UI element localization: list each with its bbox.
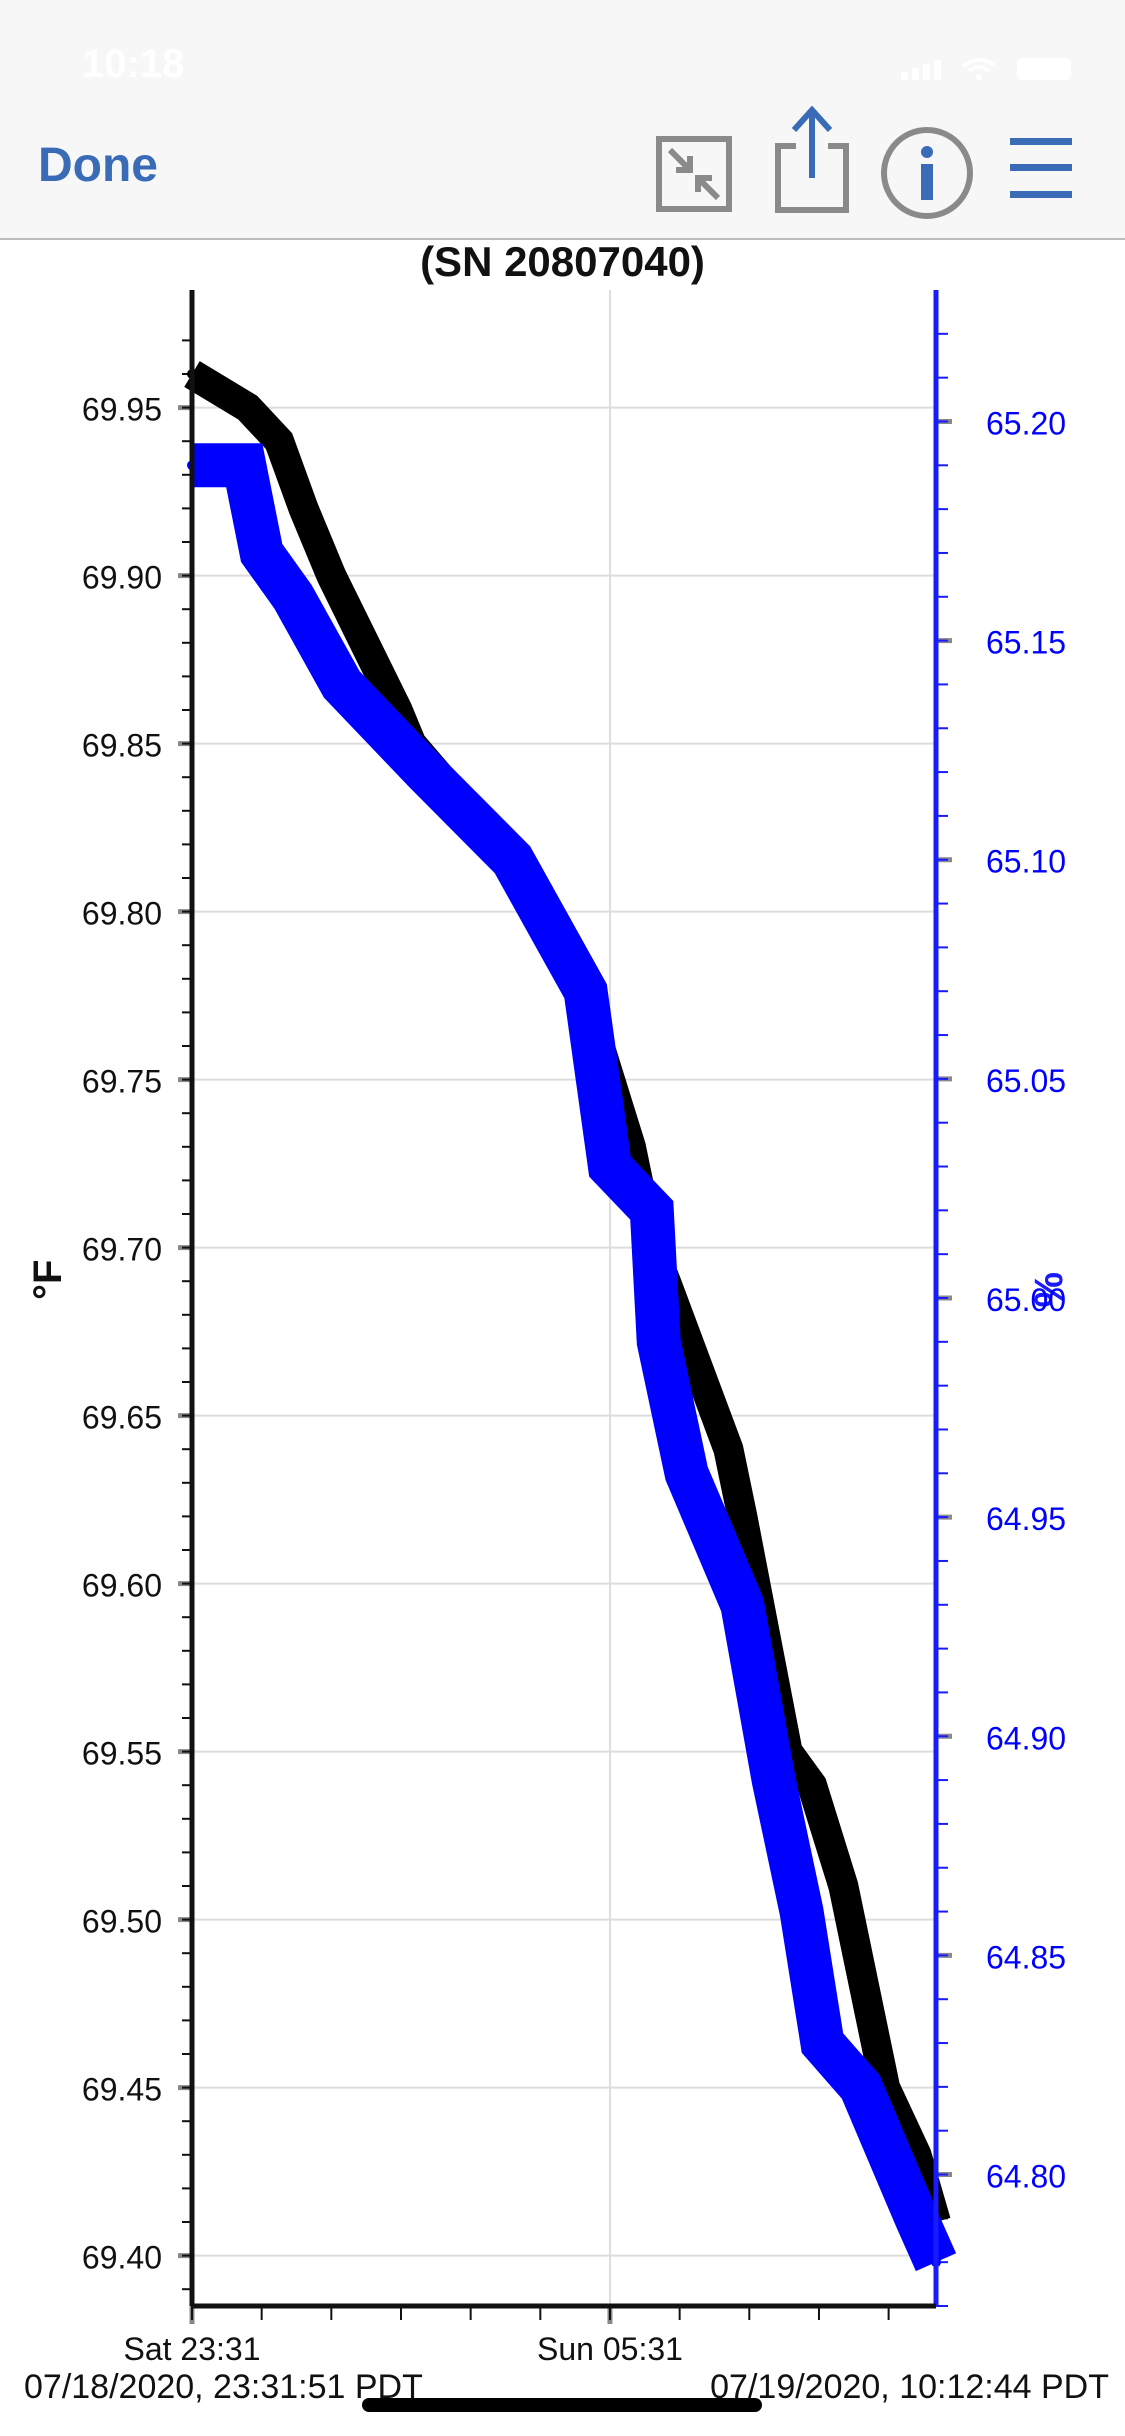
collapse-icon[interactable] [656, 136, 732, 212]
data-point [580, 986, 591, 997]
data-point [406, 738, 417, 749]
left-axis-label: °F [26, 1259, 70, 1300]
left-tick-label: 69.75 [82, 1064, 162, 1100]
chart-title: (SN 20807040) [420, 238, 705, 285]
data-point [646, 1205, 657, 1216]
series-band-temperature [184, 361, 951, 2227]
data-point [420, 767, 431, 778]
right-tick-label: 65.15 [986, 625, 1066, 661]
right-tick-label: 64.85 [986, 1939, 1066, 1975]
data-point [911, 2213, 922, 2224]
status-icons [901, 58, 1071, 80]
left-tick-label: 69.60 [82, 1568, 162, 1604]
left-tick-label: 69.65 [82, 1400, 162, 1436]
home-indicator[interactable] [362, 2398, 762, 2412]
data-point [326, 570, 337, 581]
data-point [737, 1511, 748, 1522]
left-tick-label: 69.90 [82, 560, 162, 596]
left-tick-label: 69.50 [82, 1904, 162, 1940]
end-timestamp: 07/19/2020, 10:12:44 PDT [710, 2368, 1109, 2406]
data-point [817, 2038, 828, 2049]
wifi-icon [961, 58, 997, 80]
data-point [584, 1007, 595, 1018]
right-tick-label: 64.90 [986, 1720, 1066, 1756]
data-point [336, 679, 347, 690]
data-point [796, 1906, 807, 1917]
series-band-humidity [192, 443, 957, 2272]
data-point [507, 854, 518, 865]
data-point [859, 1981, 870, 1992]
right-axis-label: % [1026, 1272, 1070, 1308]
data-point [681, 1468, 692, 1479]
data-point [653, 1336, 664, 1347]
data-point [256, 547, 267, 558]
left-tick-label: 69.55 [82, 1736, 162, 1772]
share-icon[interactable] [774, 106, 850, 214]
data-point [737, 1599, 748, 1610]
data-point [723, 1444, 734, 1455]
left-tick-label: 69.80 [82, 896, 162, 932]
data-point [604, 1161, 615, 1172]
x-tick-label: Sun 05:31 [537, 2331, 683, 2367]
data-point [911, 2149, 922, 2160]
data-point [807, 1780, 817, 1791]
right-tick-label: 64.95 [986, 1501, 1066, 1537]
data-point [187, 369, 197, 379]
data-point [931, 2257, 941, 2268]
data-point [625, 1141, 636, 1152]
data-point [838, 1881, 849, 1891]
left-tick-label: 69.85 [82, 728, 162, 764]
data-point [782, 1746, 793, 1757]
right-tick-label: 65.10 [986, 844, 1066, 880]
series-line-temperature [190, 372, 938, 2223]
data-point [239, 460, 250, 471]
left-tick-label: 69.40 [82, 2240, 162, 2276]
status-time: 10:18 [82, 42, 185, 86]
data-point [521, 873, 532, 883]
right-tick-label: 65.20 [986, 405, 1066, 441]
menu-icon[interactable] [1010, 136, 1072, 200]
battery-icon [1017, 58, 1071, 80]
series-line-humidity [192, 463, 938, 2263]
data-point [242, 402, 253, 413]
data-point [768, 1775, 779, 1786]
signal-icon [901, 58, 941, 80]
data-point [187, 460, 197, 471]
done-button[interactable]: Done [38, 139, 158, 192]
navigation-header: 10:18 Done [0, 0, 1125, 240]
data-point [535, 906, 546, 917]
right-tick-label: 64.80 [986, 2159, 1066, 2195]
data-point [880, 2082, 891, 2093]
data-point [931, 2217, 941, 2227]
data-point [392, 705, 403, 715]
data-point [288, 591, 299, 602]
start-timestamp: 07/18/2020, 23:31:51 PDT [24, 2368, 423, 2406]
left-tick-label: 69.70 [82, 1232, 162, 1268]
data-point [646, 1242, 657, 1253]
data-point [298, 503, 309, 514]
data-point [660, 1276, 671, 1287]
data-point [274, 436, 285, 447]
data-point [855, 2081, 866, 2092]
right-tick-label: 65.05 [986, 1063, 1066, 1099]
x-tick-label: Sat 23:31 [124, 2331, 261, 2367]
info-icon[interactable] [880, 126, 974, 220]
left-tick-label: 69.95 [82, 392, 162, 428]
left-tick-label: 69.45 [82, 2072, 162, 2108]
